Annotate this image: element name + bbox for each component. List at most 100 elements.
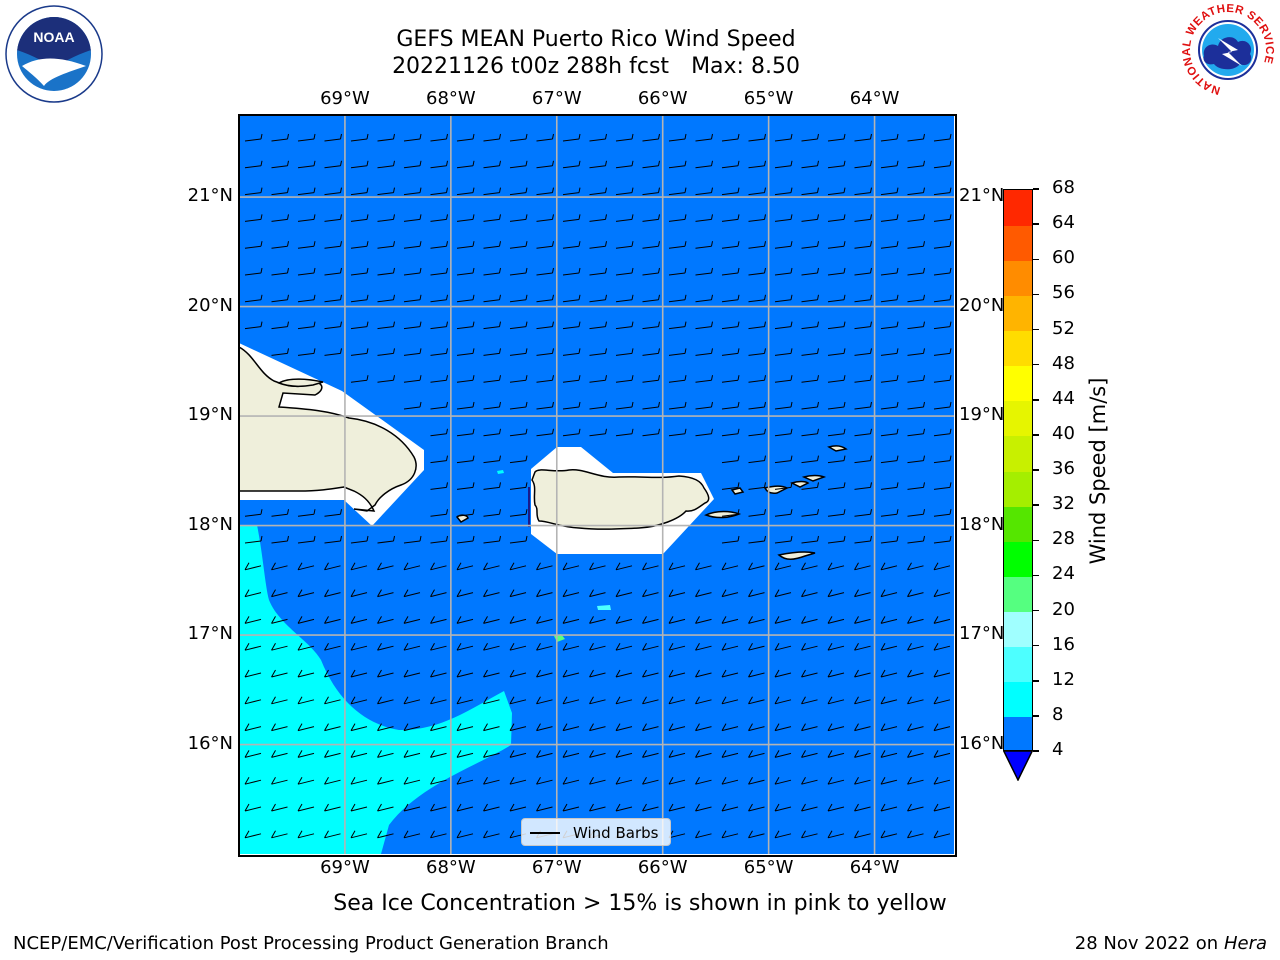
wind-barb [642,375,660,383]
wind-barb [880,267,899,276]
wind-barb [377,750,394,758]
wind-barb [536,241,554,249]
st-croix-island [777,551,816,560]
wind-barb [695,241,713,249]
colorbar-tick [1033,363,1039,366]
wind-barb [483,562,500,571]
tick-label: 19°N [959,404,1005,426]
wind-barb [907,428,925,437]
wind-barb [562,160,581,169]
tick-label: 16°N [959,732,1005,754]
wind-barb [907,509,925,517]
wind-barb [509,428,528,437]
wind-barb [721,669,739,678]
wind-barb [430,455,448,464]
wind-barb [456,294,475,303]
colorbar-segment [1004,471,1032,507]
wind-barb [589,401,607,410]
wind-barb [827,696,845,705]
tick-label: 65°W [743,88,794,109]
wind-barb [642,241,660,249]
wind-barb [509,214,528,222]
wind-barb [562,642,580,651]
wind-barb [668,642,686,651]
wind-barb [271,241,289,249]
noaa-text: NOAA [33,29,74,45]
wind-barb [880,642,898,651]
wind-barb [642,696,659,705]
wind-barb [827,669,845,678]
wind-barb [430,321,448,330]
wind-barb [695,696,712,705]
wind-barb [350,589,368,598]
wind-barb [615,803,633,812]
wind-barb [827,294,846,303]
wind-barb [483,160,501,169]
wind-barb [377,669,394,678]
wind-barb [907,535,925,544]
wind-barb [403,776,421,785]
wind-barb [297,160,316,169]
wind-barb [774,428,793,437]
wind-barb [854,509,872,517]
wind-barb [483,482,501,490]
wind-barb [748,723,765,732]
wind-barb [350,214,369,222]
wind-barb [880,589,898,598]
wind-barb [483,535,501,544]
wind-barb [430,401,448,410]
st-john-island [790,480,810,488]
wind-barb [774,294,793,303]
wind-barb [668,375,687,383]
wind-barb [483,401,501,410]
wind-barb [615,562,633,571]
tortola-island [801,474,827,482]
wind-barb [403,133,422,142]
wind-barb [854,455,872,464]
wind-barb [854,267,872,276]
colorbar-segment [1004,646,1032,683]
wind-barb [456,616,474,624]
wind-barb [536,133,554,142]
wind-barb [509,669,527,678]
wind-barb [695,348,713,356]
wind-barb [244,830,262,839]
wind-barb [721,562,739,571]
wind-barb [271,830,288,839]
wind-barb [695,803,712,812]
colorbar-tick-label: 16 [1052,633,1075,655]
wind-barb [907,750,924,758]
map-panel [239,115,954,854]
wind-barb [589,669,606,678]
wind-barb [244,616,262,624]
wind-barb [880,428,899,437]
wind-barb [509,455,528,464]
wind-barb [403,401,422,410]
wind-barb [271,642,288,651]
wind-barb [562,267,581,276]
wind-barb [244,294,263,303]
wind-barb [774,267,793,276]
wind-barb [297,321,316,330]
wind-barb [456,776,474,785]
wind-barb [880,160,899,169]
wind-barb [748,509,766,517]
wind-barb [827,642,845,651]
wind-barb [297,294,316,303]
wind-barb [377,696,394,705]
wind-barb [297,723,315,732]
wind-barb [721,616,739,624]
wind-barb [854,214,872,222]
wind-barb [377,803,394,812]
wind-barb [827,214,846,222]
footer-date-text: 28 Nov 2022 on [1074,933,1219,954]
wind-barb [536,669,553,678]
wind-barb [483,750,500,758]
wind-barb [668,803,686,812]
wind-barb [933,321,952,330]
wind-barb [774,830,792,839]
wind-barb [271,321,289,330]
wind-barb [271,214,289,222]
wind-barb [589,214,607,222]
wind-barb [774,723,792,732]
